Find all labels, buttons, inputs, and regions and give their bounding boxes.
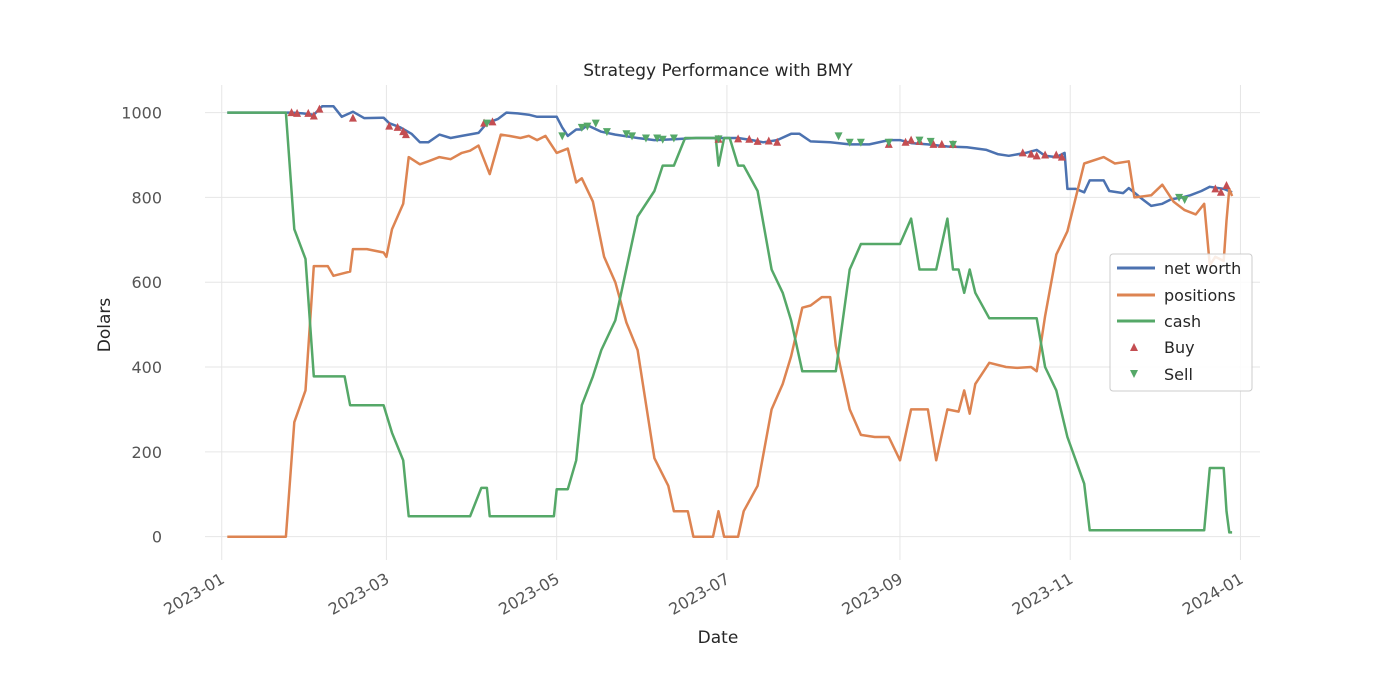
sell-marker xyxy=(591,119,600,128)
y-tick-label: 200 xyxy=(131,443,162,462)
y-tick-label: 400 xyxy=(131,358,162,377)
buy-marker xyxy=(293,108,302,117)
series-cash-line xyxy=(227,111,1233,534)
buy-marker xyxy=(1027,149,1036,158)
buy-marker xyxy=(937,139,946,148)
buy-marker xyxy=(929,139,938,148)
buy-marker xyxy=(1052,150,1061,159)
series-net-worth-line xyxy=(227,104,1233,208)
legend-net-worth-label: net worth xyxy=(1164,259,1241,278)
x-tick-label: 2024-01 xyxy=(1179,569,1246,619)
x-axis-label: Date xyxy=(698,628,739,648)
sell-marker xyxy=(658,135,667,144)
series-layer xyxy=(227,104,1234,538)
y-tick-label: 0 xyxy=(152,528,162,547)
buy-marker xyxy=(745,134,754,143)
buy-marker xyxy=(773,137,782,146)
buy-marker xyxy=(734,134,743,143)
legend-sell-label: Sell xyxy=(1164,365,1193,384)
sell-marker xyxy=(482,119,491,128)
buy-marker xyxy=(753,136,762,145)
buy-marker xyxy=(309,111,318,120)
legend-buy-marker xyxy=(1130,343,1138,351)
buy-marker xyxy=(764,136,773,145)
buy-marker xyxy=(1041,150,1050,159)
y-tick-label: 800 xyxy=(131,188,162,207)
x-tick-label: 2023-07 xyxy=(666,569,733,619)
x-tick-label: 2023-09 xyxy=(839,569,906,619)
chart-title: Strategy Performance with BMY xyxy=(583,61,853,81)
buy-marker xyxy=(304,108,313,117)
series-positions-line xyxy=(227,133,1234,538)
buy-marker xyxy=(1018,148,1027,157)
sell-marker xyxy=(1180,196,1189,205)
buy-marker xyxy=(1222,181,1231,190)
buy-marker xyxy=(901,137,910,146)
buy-marker xyxy=(1032,151,1041,160)
sell-marker xyxy=(622,130,631,139)
sell-marker xyxy=(628,132,637,141)
x-tick-label: 2023-03 xyxy=(325,569,392,619)
grid xyxy=(205,85,1260,560)
legend-box xyxy=(1109,253,1253,392)
sell-marker xyxy=(583,122,592,131)
buy-marker xyxy=(1211,184,1220,193)
sell-marker xyxy=(1175,193,1184,202)
buy-marker xyxy=(907,135,916,144)
buy-marker xyxy=(1057,152,1066,161)
sell-marker xyxy=(845,138,854,147)
sell-marker xyxy=(926,137,935,146)
sell-marker xyxy=(948,140,957,149)
buy-marker xyxy=(348,113,357,122)
x-tick-label: 2023-11 xyxy=(1009,569,1076,619)
sell-marker xyxy=(669,134,678,143)
sell-marker xyxy=(558,132,567,141)
sell-marker xyxy=(602,128,611,137)
buy-marker xyxy=(1216,187,1225,196)
sell-marker xyxy=(577,123,586,132)
buy-marker xyxy=(488,117,497,126)
y-tick-label: 600 xyxy=(131,273,162,292)
legend-buy-label: Buy xyxy=(1164,338,1195,357)
buy-marker xyxy=(385,121,394,130)
sell-marker xyxy=(714,135,723,144)
sell-marker xyxy=(856,138,865,147)
buy-marker xyxy=(401,130,410,139)
marker-layer xyxy=(287,104,1231,205)
legend-positions-label: positions xyxy=(1164,286,1236,305)
x-tick-label: 2023-01 xyxy=(160,569,227,619)
sell-marker xyxy=(834,132,843,141)
buy-marker xyxy=(315,104,324,113)
sell-marker xyxy=(884,138,893,147)
x-tick-label: 2023-05 xyxy=(495,569,562,619)
buy-marker xyxy=(393,122,402,131)
sell-marker xyxy=(915,136,924,145)
legend-cash-label: cash xyxy=(1164,312,1201,331)
legend: net worth positions cash Buy Sell xyxy=(1109,253,1253,392)
y-tick-label: 1000 xyxy=(121,104,162,123)
y-axis-label: Dolars xyxy=(95,298,115,353)
buy-marker xyxy=(287,108,296,117)
legend-sell-marker xyxy=(1130,370,1138,378)
sell-marker xyxy=(641,134,650,143)
